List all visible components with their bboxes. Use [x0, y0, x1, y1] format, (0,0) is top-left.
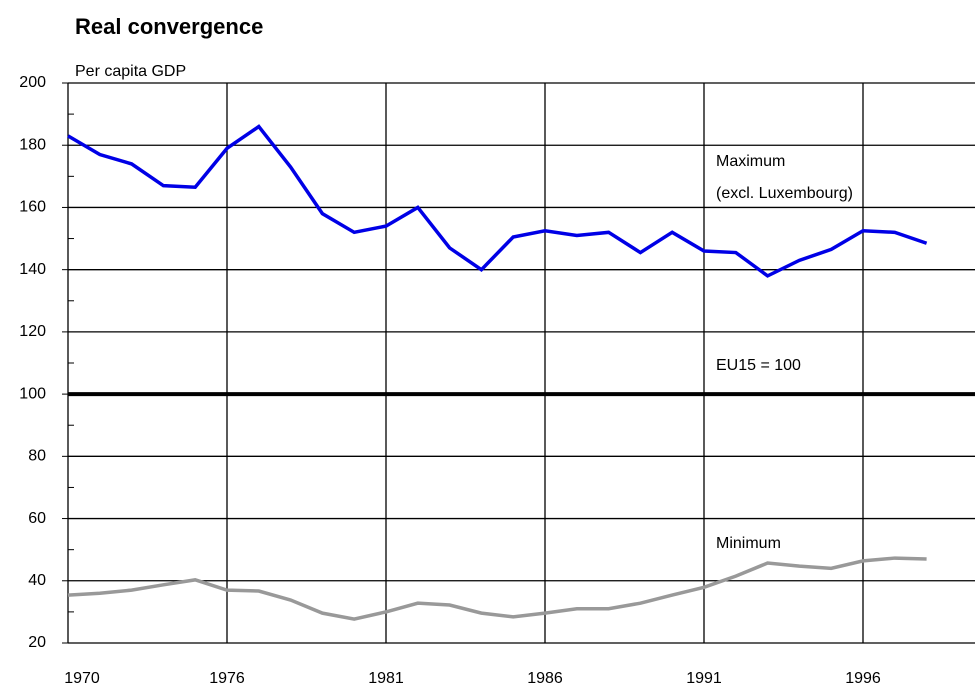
y-tick-label: 100: [19, 385, 46, 402]
annotation: (excl. Luxembourg): [716, 185, 853, 202]
x-tick-label: 1991: [686, 670, 722, 687]
x-tick-label: 1981: [368, 670, 404, 687]
series-line: [67, 124, 928, 278]
y-tick-label: 60: [28, 510, 46, 527]
y-axis-label: Per capita GDP: [75, 63, 186, 80]
annotation: EU15 = 100: [716, 357, 801, 374]
y-tick-label: 180: [19, 136, 46, 153]
y-tick-label: 120: [19, 323, 46, 340]
y-tick-label: 40: [28, 572, 46, 589]
annotation: Minimum: [716, 535, 781, 552]
y-tick-label: 200: [19, 74, 46, 91]
y-tick-label: 20: [28, 634, 46, 651]
series-line: [67, 556, 927, 621]
y-tick-label: 140: [19, 261, 46, 278]
x-tick-label: 1986: [527, 670, 563, 687]
chart-title: Real convergence: [75, 14, 263, 39]
x-tick-label: 1970: [64, 670, 100, 687]
x-tick-label: 1996: [845, 670, 881, 687]
x-tick-label: 1976: [209, 670, 245, 687]
annotation: Maximum: [716, 153, 785, 170]
y-tick-label: 80: [28, 448, 46, 465]
y-tick-label: 160: [19, 199, 46, 216]
